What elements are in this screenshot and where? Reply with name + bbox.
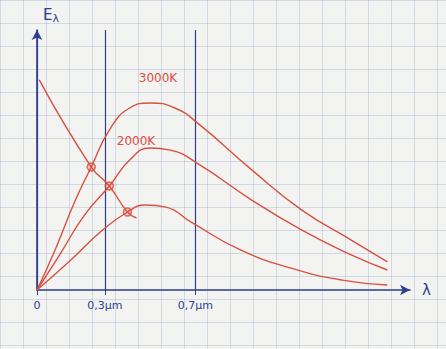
svg-text:λ: λ (422, 281, 431, 299)
svg-text:2000K: 2000K (117, 134, 157, 148)
svg-text:0: 0 (34, 299, 41, 312)
svg-text:3000K: 3000K (139, 71, 179, 85)
svg-text:E: E (43, 6, 52, 24)
svg-text:λ: λ (52, 12, 59, 25)
svg-text:0,3μm: 0,3μm (87, 299, 122, 312)
svg-text:0,7μm: 0,7μm (178, 299, 213, 312)
